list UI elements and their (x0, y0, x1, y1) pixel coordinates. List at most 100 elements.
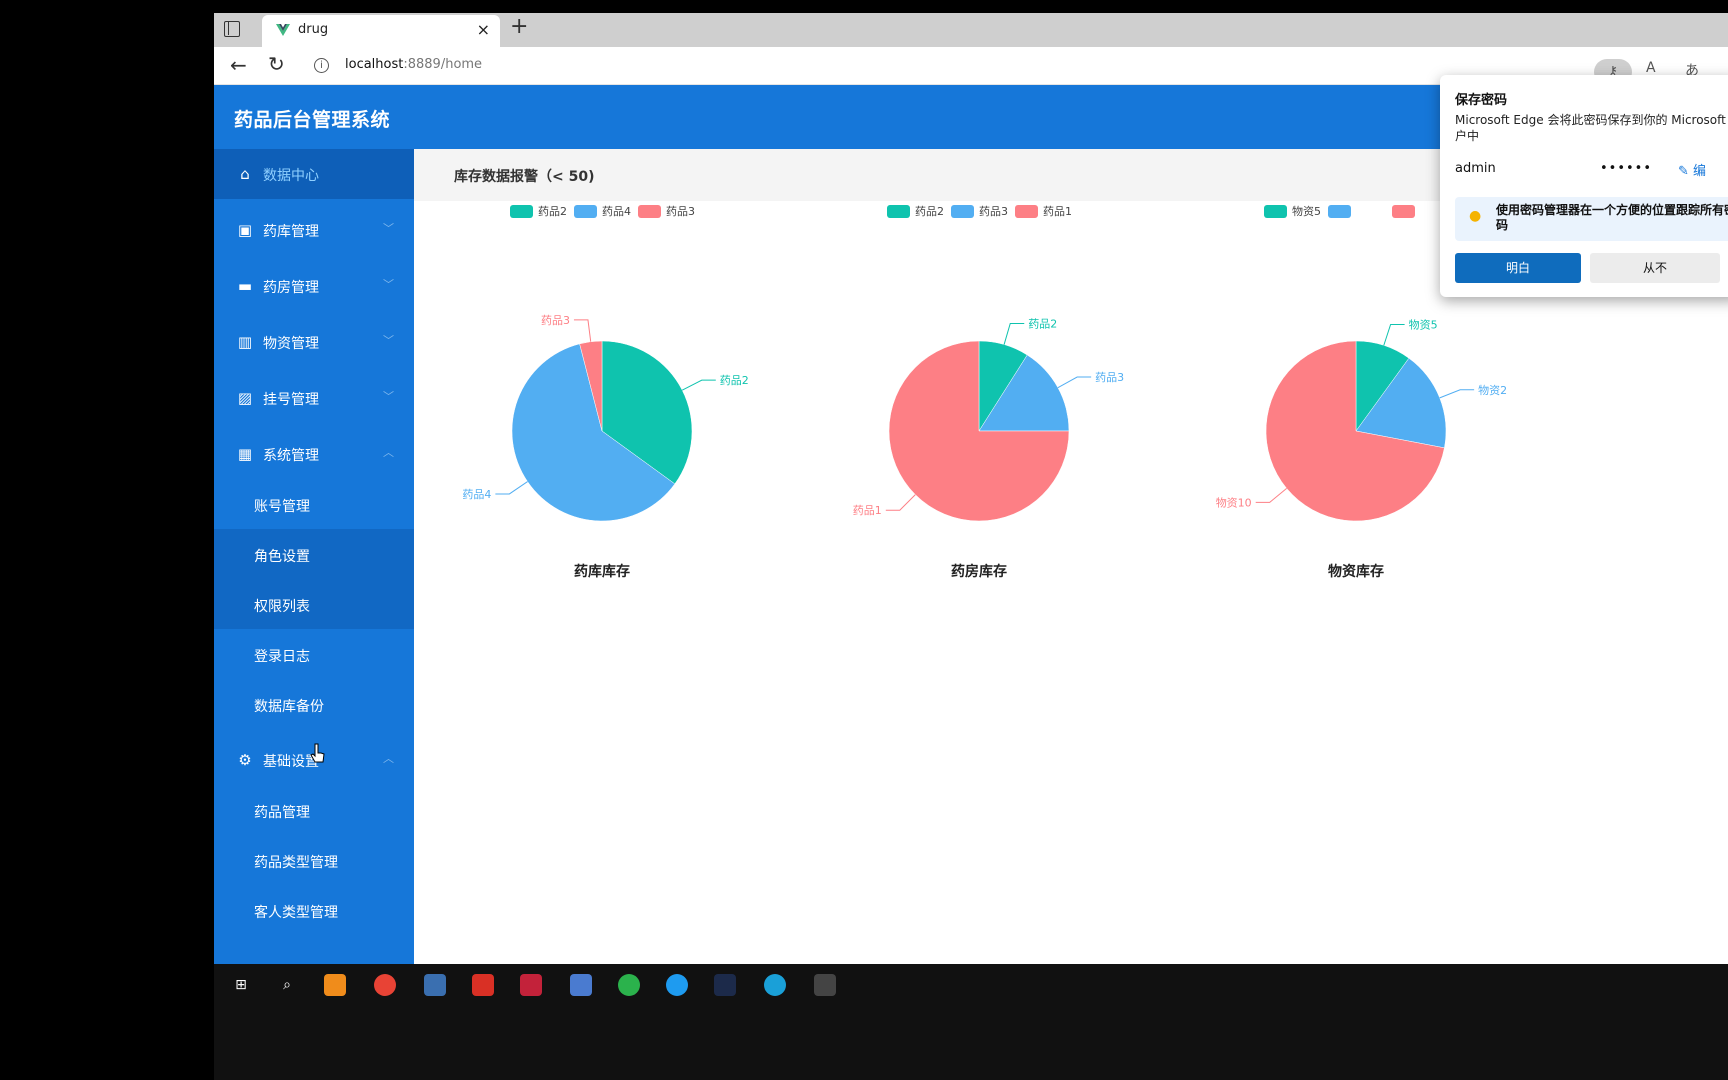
legend-label: 药品2 (915, 205, 944, 218)
qq-icon[interactable] (666, 974, 688, 996)
grid-icon: ▦ (237, 445, 253, 463)
charts-area: 药品2 药品4 药品3 药品2 药品4 药品3 药库库存 药品2 药品3 药品1 药品2 药品3 药品1… (462, 204, 1507, 580)
sidebar-subitem-guest-types[interactable]: 客人类型管理 (214, 885, 414, 935)
pie-label: 物资5 (1409, 317, 1438, 331)
pie-label-line (681, 379, 716, 391)
sidebar-item-data-center[interactable]: ⌂ 数据中心 (214, 149, 414, 199)
panel-title: 库存数据报警（< 50) (454, 169, 595, 185)
sidebar-subitem-db-backup[interactable]: 数据库备份 (214, 679, 414, 729)
chart-title: 药房库存 (951, 563, 1007, 580)
app-icon[interactable] (814, 974, 836, 996)
pie-label: 物资2 (1478, 383, 1507, 397)
sidebar-subitem-drugs[interactable]: 药品管理 (214, 785, 414, 835)
sidebar-item-label: 物资管理 (263, 336, 319, 352)
app-icon[interactable] (424, 974, 446, 996)
legend-label: 物资5 (1292, 204, 1321, 218)
reload-icon[interactable]: ↻ (268, 52, 285, 76)
wechat-icon[interactable] (618, 974, 640, 996)
url-host: localhost (345, 57, 404, 72)
legend-label: 药品1 (1043, 205, 1072, 218)
supplies-icon: ▥ (237, 333, 253, 351)
pie-label: 药品2 (720, 374, 749, 387)
read-aloud-icon[interactable]: A (1646, 60, 1656, 76)
sidebar-subitem-label: 权限列表 (254, 599, 310, 615)
pie-slice (511, 343, 676, 522)
pie-label: 药品1 (853, 504, 882, 517)
edit-button[interactable]: ✎ 编 (1678, 160, 1706, 179)
back-arrow-icon[interactable]: ← (230, 53, 247, 77)
saved-password: •••••• (1600, 161, 1653, 176)
sidebar-item-system[interactable]: ▦ 系统管理 ︿ (214, 429, 414, 479)
sidebar: ⌂ 数据中心 ▣ 药库管理 ﹀ ▬ 药房管理 ﹀ ▥ 物资管理 ﹀ ▨ 挂号管理… (214, 149, 414, 964)
app-icon[interactable] (324, 974, 346, 996)
sidebar-item-pharmacy[interactable]: ▬ 药房管理 ﹀ (214, 261, 414, 311)
app-icon[interactable] (714, 974, 736, 996)
close-tab-icon[interactable]: × (476, 20, 490, 39)
sidebar-subitem-login-log[interactable]: 登录日志 (214, 629, 414, 679)
legend-swatch (951, 205, 974, 218)
popup-title: 保存密码 (1455, 93, 1508, 108)
legend-label: 药品3 (979, 205, 1008, 218)
sidebar-subitem-permissions[interactable]: 权限列表 (214, 579, 414, 629)
sidebar-item-label: 系统管理 (263, 448, 319, 464)
pie-label: 药品3 (1095, 371, 1124, 384)
pie-label: 物资10 (1216, 495, 1252, 509)
sidebar-item-supplies[interactable]: ▥ 物资管理 ﹀ (214, 317, 414, 367)
chevron-up-icon: ︿ (383, 752, 394, 765)
pie-slice (579, 340, 603, 432)
never-button[interactable]: 从不 (1590, 253, 1720, 283)
app-icon[interactable] (570, 974, 592, 996)
legend-swatch (1328, 205, 1351, 218)
pie-label-line (495, 481, 528, 495)
url-text: localhost:8889/home (345, 57, 482, 72)
sidebar-item-label: 药房管理 (263, 280, 319, 296)
sidebar-subitem-label: 账号管理 (254, 499, 310, 515)
search-icon[interactable]: ⌕ (283, 977, 291, 993)
sidebar-subitem-label: 角色设置 (254, 549, 310, 565)
lightbulb-icon: ● (1469, 208, 1482, 224)
chevron-up-icon: ︿ (383, 446, 394, 459)
sidebar-subitem-roles[interactable]: 角色设置 (214, 529, 414, 579)
mouse-cursor-icon (310, 743, 325, 763)
pie-label-line (1439, 389, 1475, 399)
sidebar-subitem-drug-types[interactable]: 药品类型管理 (214, 835, 414, 885)
url-path: :8889/home (403, 57, 483, 72)
app-icon[interactable] (520, 974, 542, 996)
edge-icon[interactable] (764, 974, 786, 996)
tip-text: 使用密码管理器在一个方便的位置跟踪所有密码 (1496, 203, 1728, 232)
chevron-down-icon: ﹀ (383, 278, 394, 291)
chrome-icon[interactable] (374, 974, 396, 996)
legend-swatch (1264, 205, 1287, 218)
pie-slice (1355, 357, 1447, 449)
legend-label: 药品4 (602, 205, 631, 218)
taskbar: ⊞ ⌕ (214, 964, 1728, 1080)
wps-icon[interactable] (472, 974, 494, 996)
app-title: 药品后台管理系统 (234, 109, 391, 131)
sidebar-item-registration[interactable]: ▨ 挂号管理 ﹀ (214, 373, 414, 423)
registration-icon: ▨ (237, 389, 253, 407)
pie-label: 药品4 (462, 488, 491, 501)
sidebar-subitem-label: 客人类型管理 (254, 905, 338, 921)
new-tab-icon[interactable]: + (510, 14, 529, 39)
sidebar-item-warehouse[interactable]: ▣ 药库管理 ﹀ (214, 205, 414, 255)
legend-label: 药品2 (538, 205, 567, 218)
browser-window: drug × + ← ↻ i localhost:8889/home ⚷ A あ… (214, 13, 1728, 1080)
pie-label-line (1003, 322, 1025, 345)
tab-title: drug (298, 22, 329, 37)
legend-swatch (574, 205, 597, 218)
tab-actions-icon[interactable] (224, 21, 240, 37)
popup-description: Microsoft Edge 会将此密码保存到你的 Microsoft 帐户中 (1455, 113, 1728, 143)
warehouse-icon: ▣ (237, 221, 253, 239)
legend-swatch (887, 205, 910, 218)
home-icon: ⌂ (240, 165, 250, 183)
vue-logo-icon (276, 24, 290, 36)
got-it-button[interactable]: 明白 (1455, 253, 1581, 283)
tab-drug[interactable]: drug × (262, 15, 500, 47)
chevron-down-icon: ﹀ (383, 390, 394, 403)
sidebar-item-basic-settings[interactable]: ⚙ 基础设置 ︿ (214, 735, 414, 785)
sidebar-item-label: 挂号管理 (263, 392, 319, 408)
sidebar-subitem-accounts[interactable]: 账号管理 (214, 479, 414, 529)
windows-start-icon[interactable]: ⊞ (235, 977, 247, 993)
info-icon[interactable]: i (314, 58, 329, 73)
legend-swatch (1392, 205, 1415, 218)
